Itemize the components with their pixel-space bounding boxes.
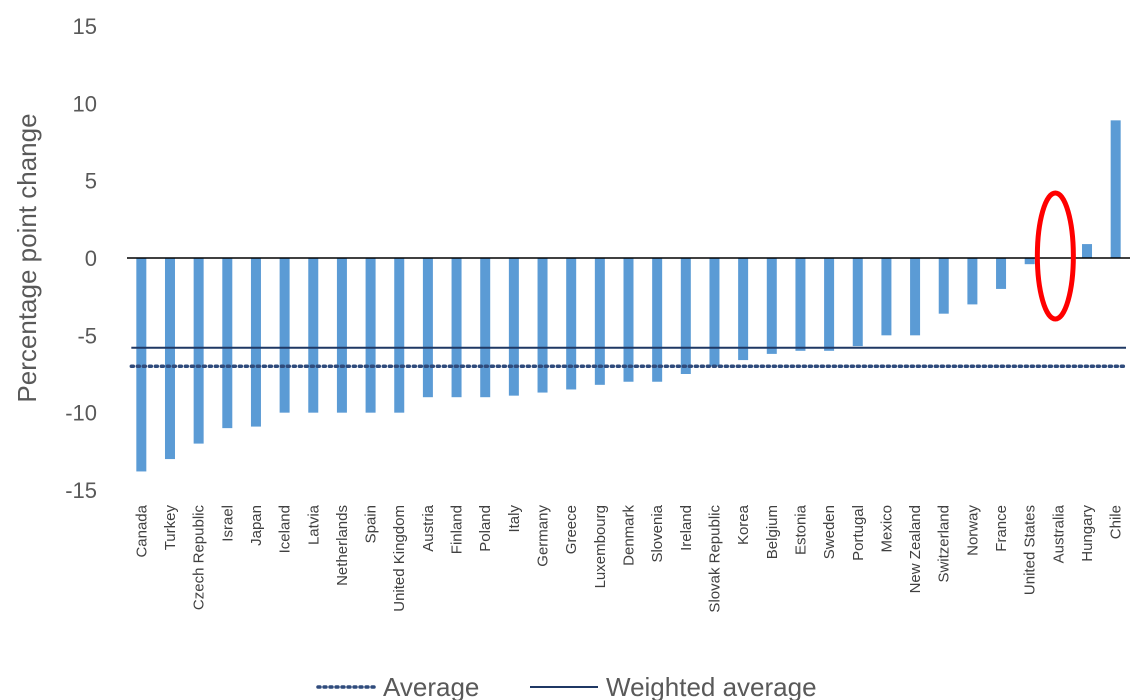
category-label: Spain — [363, 505, 380, 543]
category-label: Estonia — [792, 504, 809, 555]
bar — [680, 258, 691, 374]
reference-lines — [129, 346, 1128, 369]
category-label: Portugal — [850, 505, 867, 561]
legend: Average Weighted average — [316, 672, 817, 700]
category-label: Denmark — [621, 505, 638, 566]
category-label: Netherlands — [334, 505, 351, 586]
bar — [164, 258, 175, 460]
category-label: Iceland — [277, 505, 294, 553]
bar — [738, 258, 749, 361]
category-label: Austria — [420, 504, 437, 551]
category-label: Israel — [219, 505, 236, 542]
y-axis-title-group: Percentage point change — [12, 113, 42, 402]
bar — [250, 258, 261, 427]
category-label: Poland — [477, 505, 494, 552]
y-tick-label: 5 — [85, 169, 97, 194]
bar — [910, 258, 921, 336]
bar — [1110, 120, 1121, 258]
category-label: Finland — [449, 505, 466, 554]
category-label: Greece — [563, 505, 580, 554]
category-label: Ireland — [678, 505, 695, 551]
category-label: Hungary — [1079, 505, 1096, 562]
category-label: Sweden — [821, 505, 838, 559]
bar — [652, 258, 663, 382]
bar — [623, 258, 634, 382]
y-tick-label: -15 — [65, 478, 97, 503]
bar — [136, 258, 147, 472]
bar — [996, 258, 1007, 289]
legend-weighted-label: Weighted average — [606, 672, 817, 700]
y-tick-label: 0 — [85, 246, 97, 271]
bar — [279, 258, 290, 413]
category-label: Switzerland — [936, 505, 953, 583]
category-label: Italy — [506, 505, 523, 533]
bar — [881, 258, 892, 336]
category-label: Latvia — [305, 504, 322, 545]
bar — [795, 258, 806, 351]
bar — [938, 258, 949, 314]
category-label: Slovak Republic — [706, 505, 723, 613]
y-tick-labels: 15 10 5 0 -5 -10 -15 — [65, 14, 97, 503]
bar — [365, 258, 376, 413]
category-label: Germany — [535, 505, 552, 567]
bar — [336, 258, 347, 413]
bar — [508, 258, 519, 396]
bar — [1024, 258, 1035, 265]
category-labels: Canada Turkey Czech Republic Israel Japan Ice… — [133, 504, 1124, 612]
category-label: United Kingdom — [391, 505, 408, 612]
category-label: Australia — [1050, 504, 1067, 563]
bar — [824, 258, 835, 351]
annotations — [1034, 190, 1076, 322]
category-label: Chile — [1108, 505, 1125, 539]
bar — [594, 258, 605, 385]
category-label: Korea — [735, 504, 752, 545]
bar — [967, 258, 978, 305]
y-tick-label: -5 — [77, 323, 97, 348]
bar — [766, 258, 777, 354]
category-label: Mexico — [878, 505, 895, 553]
legend-average-label: Average — [383, 672, 479, 700]
category-label: Belgium — [764, 505, 781, 559]
bar — [537, 258, 548, 393]
highlight-ellipse — [1034, 190, 1076, 322]
category-label: Slovenia — [649, 504, 666, 562]
category-label: France — [993, 505, 1010, 552]
bar — [852, 258, 863, 347]
y-tick-label: 15 — [73, 14, 97, 39]
category-label: Canada — [133, 504, 150, 557]
bar — [480, 258, 491, 398]
y-tick-label: -10 — [65, 401, 97, 426]
category-label: Luxembourg — [592, 505, 609, 588]
bar — [193, 258, 204, 444]
bar — [709, 258, 720, 367]
bar — [422, 258, 433, 398]
bar — [394, 258, 405, 413]
bar — [451, 258, 462, 398]
category-label: Czech Republic — [191, 505, 208, 611]
bar — [308, 258, 319, 413]
category-label: Japan — [248, 505, 265, 546]
category-label: New Zealand — [907, 505, 924, 593]
category-label: Norway — [964, 505, 981, 556]
category-label: Turkey — [162, 505, 179, 551]
y-tick-label: 10 — [73, 91, 97, 116]
bar — [1082, 244, 1093, 258]
bar — [222, 258, 233, 429]
bars — [136, 120, 1121, 472]
bar — [566, 258, 577, 390]
category-label: United States — [1022, 505, 1039, 595]
y-axis-title: Percentage point change — [12, 113, 42, 402]
